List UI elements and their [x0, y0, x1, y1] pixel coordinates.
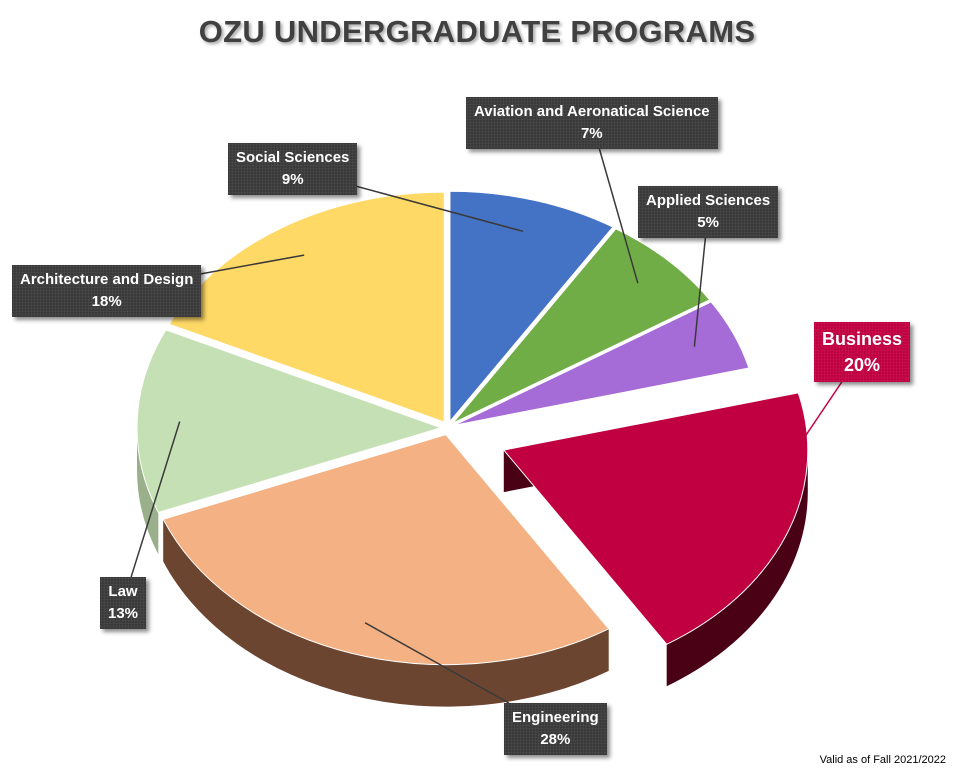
leader-aviation-and-aeronatical-science: [598, 148, 639, 284]
leader-lines: [130, 148, 843, 704]
leader-architecture-and-design: [200, 254, 305, 275]
leader-social-sciences: [356, 185, 524, 233]
leader-applied-sciences: [693, 237, 707, 347]
label-social-sciences: Social Sciences 9%: [228, 143, 358, 195]
leader-engineering: [364, 622, 510, 704]
label-applied-sciences: Applied Sciences 5%: [638, 186, 779, 238]
slice-engineering: [162, 434, 610, 666]
slice-law: [136, 329, 443, 514]
slice-side-engineering: [163, 519, 609, 707]
pie-slices: [136, 190, 809, 707]
leader-business: [746, 381, 843, 524]
slice-aviation-and-aeronatical-science: [452, 228, 711, 424]
label-law: Law 13%: [100, 577, 147, 629]
slice-social-sciences: [449, 190, 614, 423]
label-business: Business 20%: [814, 322, 911, 382]
label-aviation: Aviation and Aeronatical Science 7%: [466, 97, 718, 149]
label-architecture-design: Architecture and Design 18%: [12, 265, 202, 317]
chart-title: OZU UNDERGRADUATE PROGRAMS: [198, 14, 756, 49]
validity-note: Valid as of Fall 2021/2022: [819, 754, 946, 766]
slice-side-business: [666, 450, 808, 687]
label-engineering: Engineering 28%: [504, 703, 607, 755]
slice-side-law: [137, 427, 159, 555]
slice-applied-sciences: [454, 301, 750, 426]
slice-business: [502, 392, 809, 645]
leader-law: [130, 421, 181, 578]
